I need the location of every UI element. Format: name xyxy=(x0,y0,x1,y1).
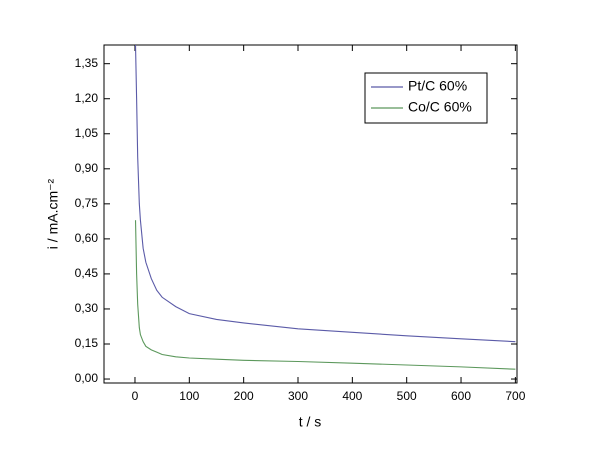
y-tick-label: 1,35 xyxy=(75,56,99,70)
x-tick-label: 700 xyxy=(505,389,525,403)
x-tick-label: 500 xyxy=(397,389,417,403)
y-tick-label: 0,15 xyxy=(75,336,99,350)
y-tick-label: 0,60 xyxy=(75,231,99,245)
plot-area xyxy=(134,45,516,370)
y-tick-label: 0,00 xyxy=(75,371,99,385)
series-line xyxy=(134,220,516,370)
legend-label: Co/C 60% xyxy=(408,99,472,115)
x-tick-label: 600 xyxy=(451,389,471,403)
x-tick-label: 300 xyxy=(288,389,308,403)
y-tick-label: 1,20 xyxy=(75,91,99,105)
x-tick-label: 100 xyxy=(179,389,199,403)
y-tick-label: 0,45 xyxy=(75,266,99,280)
y-tick-label: 0,90 xyxy=(75,161,99,175)
y-tick-label: 1,05 xyxy=(75,126,99,140)
x-tick-label: 0 xyxy=(132,389,139,403)
y-axis-label: i / mA.cm⁻² xyxy=(45,178,61,249)
x-tick-label: 400 xyxy=(342,389,362,403)
y-tick-label: 0,30 xyxy=(75,301,99,315)
plot-frame xyxy=(103,44,518,384)
series-line xyxy=(134,45,516,343)
legend-label: Pt/C 60% xyxy=(408,78,467,94)
x-tick-label: 200 xyxy=(234,389,254,403)
x-axis-label: t / s xyxy=(299,414,322,430)
legend-box xyxy=(364,72,488,124)
y-tick-label: 0,75 xyxy=(75,196,99,210)
